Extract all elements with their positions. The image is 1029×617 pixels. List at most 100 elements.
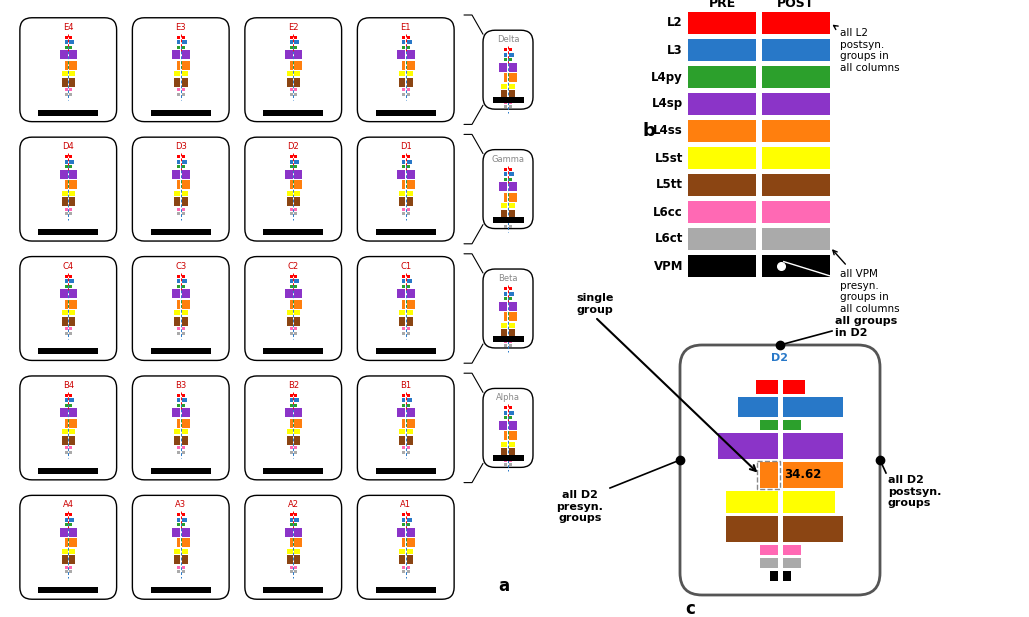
Bar bbox=[177, 399, 180, 402]
Bar bbox=[177, 570, 180, 573]
Bar bbox=[294, 317, 300, 326]
Bar bbox=[181, 518, 186, 522]
Bar bbox=[725, 491, 778, 513]
Bar bbox=[289, 212, 292, 215]
Bar bbox=[399, 191, 405, 196]
Bar bbox=[65, 331, 68, 334]
Bar bbox=[508, 287, 511, 290]
Bar bbox=[289, 46, 292, 49]
Bar bbox=[181, 212, 184, 215]
Bar bbox=[508, 323, 514, 328]
Bar bbox=[688, 255, 756, 277]
Bar bbox=[508, 182, 517, 191]
Bar bbox=[294, 46, 297, 49]
Bar bbox=[172, 50, 180, 59]
Bar bbox=[406, 528, 415, 537]
Bar bbox=[402, 36, 405, 39]
Bar bbox=[181, 566, 184, 569]
Bar bbox=[508, 106, 511, 108]
Bar bbox=[181, 310, 187, 315]
Bar bbox=[294, 394, 297, 397]
Bar bbox=[69, 327, 72, 330]
Text: E4: E4 bbox=[63, 23, 73, 31]
Bar bbox=[286, 197, 292, 206]
Bar bbox=[402, 523, 405, 526]
Bar bbox=[62, 429, 68, 434]
Bar bbox=[294, 165, 297, 168]
Bar bbox=[504, 52, 507, 57]
Bar bbox=[756, 460, 780, 489]
Bar bbox=[504, 168, 507, 171]
Bar bbox=[508, 407, 511, 410]
Bar bbox=[402, 212, 405, 215]
Bar bbox=[174, 310, 180, 315]
Text: E2: E2 bbox=[288, 23, 298, 31]
Bar bbox=[508, 178, 511, 181]
Bar bbox=[181, 447, 184, 449]
Bar bbox=[69, 165, 72, 168]
Bar bbox=[402, 399, 405, 402]
Bar bbox=[759, 462, 778, 487]
Bar bbox=[60, 50, 68, 59]
Bar bbox=[406, 170, 415, 179]
Text: Gamma: Gamma bbox=[492, 155, 525, 164]
Bar bbox=[402, 155, 405, 158]
Bar bbox=[174, 549, 180, 554]
Bar bbox=[397, 528, 405, 537]
Text: A3: A3 bbox=[175, 500, 186, 510]
Text: A1: A1 bbox=[400, 500, 412, 510]
Bar bbox=[504, 431, 507, 441]
Bar bbox=[174, 191, 180, 196]
Bar bbox=[406, 50, 415, 59]
Text: Beta: Beta bbox=[498, 274, 518, 283]
Bar bbox=[501, 84, 507, 89]
Bar bbox=[181, 404, 184, 407]
Text: L4py: L4py bbox=[651, 70, 683, 83]
Bar bbox=[65, 419, 68, 428]
Bar bbox=[286, 317, 292, 326]
Bar bbox=[69, 513, 72, 516]
Bar bbox=[69, 197, 75, 206]
Bar bbox=[508, 203, 514, 208]
Bar bbox=[406, 518, 412, 522]
Bar bbox=[397, 170, 405, 179]
Bar bbox=[738, 397, 778, 416]
Bar bbox=[69, 155, 72, 158]
Bar bbox=[294, 549, 300, 554]
Bar bbox=[181, 523, 184, 526]
Bar bbox=[38, 110, 98, 115]
Bar bbox=[65, 394, 68, 397]
Bar bbox=[284, 528, 292, 537]
Bar bbox=[65, 279, 68, 283]
Bar bbox=[69, 539, 77, 547]
Bar bbox=[402, 40, 405, 44]
Bar bbox=[508, 168, 511, 171]
Bar bbox=[406, 523, 410, 526]
Bar bbox=[508, 193, 517, 202]
Bar bbox=[289, 165, 292, 168]
Bar bbox=[402, 331, 405, 334]
Bar bbox=[406, 208, 410, 210]
Bar bbox=[284, 50, 292, 59]
Bar bbox=[65, 447, 68, 449]
Bar bbox=[69, 528, 77, 537]
Bar bbox=[508, 225, 511, 228]
Bar bbox=[508, 210, 514, 218]
Text: B3: B3 bbox=[175, 381, 186, 390]
Bar bbox=[782, 515, 843, 542]
Bar bbox=[172, 170, 180, 179]
Bar bbox=[286, 71, 292, 77]
Bar bbox=[69, 555, 75, 565]
Bar bbox=[181, 429, 187, 434]
Bar bbox=[69, 447, 72, 449]
Bar bbox=[284, 408, 292, 418]
Bar bbox=[181, 451, 184, 454]
Bar bbox=[294, 513, 297, 516]
FancyBboxPatch shape bbox=[245, 495, 342, 599]
Bar bbox=[177, 46, 180, 49]
Bar bbox=[501, 90, 507, 99]
Bar bbox=[406, 429, 413, 434]
Bar bbox=[725, 515, 778, 542]
Bar bbox=[294, 447, 297, 449]
Bar bbox=[294, 570, 297, 573]
